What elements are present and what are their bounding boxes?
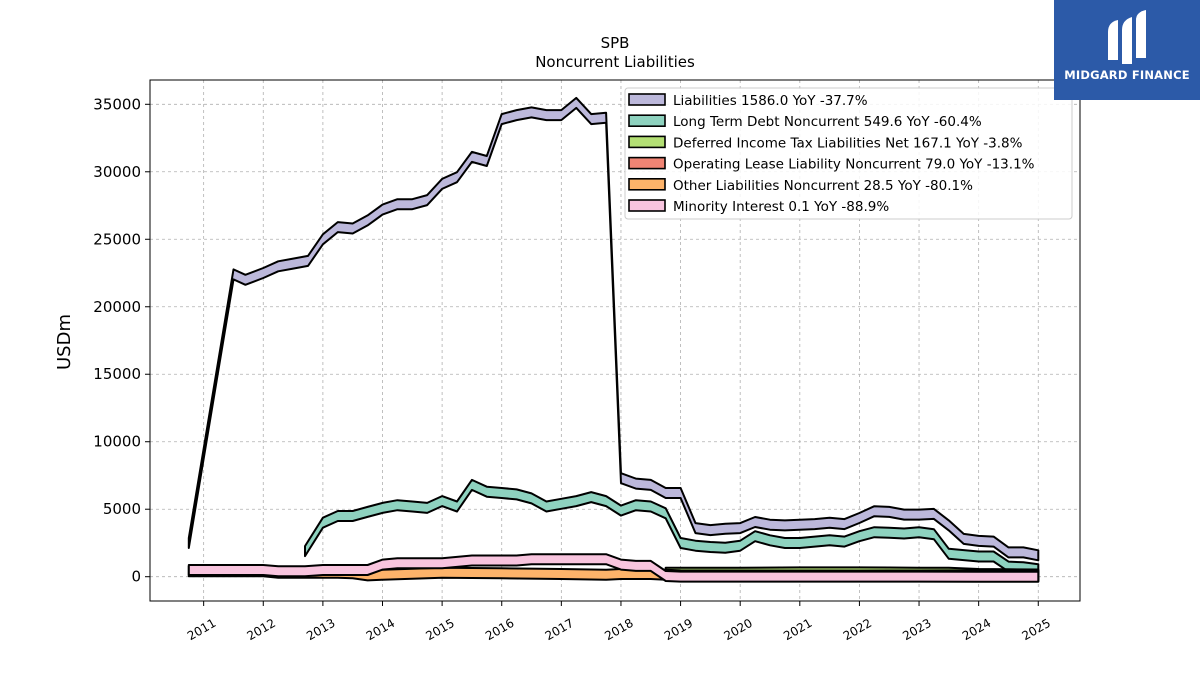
x-tick-label: 2012 <box>245 616 278 643</box>
x-tick-label: 2025 <box>1020 616 1053 643</box>
legend-entry: Minority Interest 0.1 YoY -88.9% <box>673 199 889 215</box>
y-tick-label: 10000 <box>93 433 141 451</box>
x-tick-label: 2021 <box>781 616 814 643</box>
x-tick-label: 2022 <box>841 616 874 643</box>
x-tick-label: 2024 <box>960 616 993 643</box>
brand-logo: MIDGARD FINANCE <box>1054 0 1200 100</box>
y-tick-label: 25000 <box>93 230 141 248</box>
x-tick-label: 2013 <box>304 616 337 643</box>
y-tick-label: 5000 <box>103 500 141 518</box>
legend-swatch <box>628 199 666 212</box>
y-axis-label: USDm <box>54 314 75 370</box>
logo-text: MIDGARD FINANCE <box>1064 68 1190 82</box>
y-tick-label: 20000 <box>93 298 141 316</box>
series-liabilities <box>187 96 1040 562</box>
legend-entry: Long Term Debt Noncurrent 549.6 YoY -60.… <box>673 114 982 130</box>
x-tick-label: 2011 <box>185 616 218 643</box>
legend: Liabilities 1586.0 YoY -37.7% Long Term D… <box>624 87 1073 220</box>
y-tick-label: 30000 <box>93 163 141 181</box>
series-layer <box>187 96 1040 583</box>
y-tick-label: 0 <box>131 568 141 586</box>
legend-swatch <box>628 93 666 106</box>
x-tick-label: 2023 <box>900 616 933 643</box>
x-tick-label: 2018 <box>602 616 635 643</box>
x-tick-label: 2020 <box>721 616 754 643</box>
y-tick-label: 35000 <box>93 95 141 113</box>
legend-box <box>624 87 1073 220</box>
legend-swatch <box>628 135 666 149</box>
legend-swatch <box>628 156 666 170</box>
legend-entry: Other Liabilities Noncurrent 28.5 YoY -8… <box>673 178 973 194</box>
x-tick-label: 2014 <box>364 616 397 643</box>
legend-swatch <box>628 178 666 191</box>
x-tick-label: 2019 <box>662 616 695 643</box>
x-tick-label: 2015 <box>423 616 456 643</box>
plot-frame <box>149 79 1081 602</box>
chart-title: SPB <box>601 34 630 52</box>
x-tick-label: 2017 <box>543 616 576 643</box>
series-minority-interest <box>187 553 1040 583</box>
legend-entry: Deferred Income Tax Liabilities Net 167.… <box>673 135 1023 151</box>
chart-subtitle: Noncurrent Liabilities <box>535 53 695 71</box>
legend-entry: Operating Lease Liability Noncurrent 79.… <box>673 157 1035 173</box>
y-tick-label: 15000 <box>93 365 141 383</box>
logo-mark-icon <box>1108 10 1146 64</box>
legend-entry: Liabilities 1586.0 YoY -37.7% <box>673 93 868 109</box>
legend-swatch <box>628 114 666 127</box>
x-tick-label: 2016 <box>483 616 516 643</box>
